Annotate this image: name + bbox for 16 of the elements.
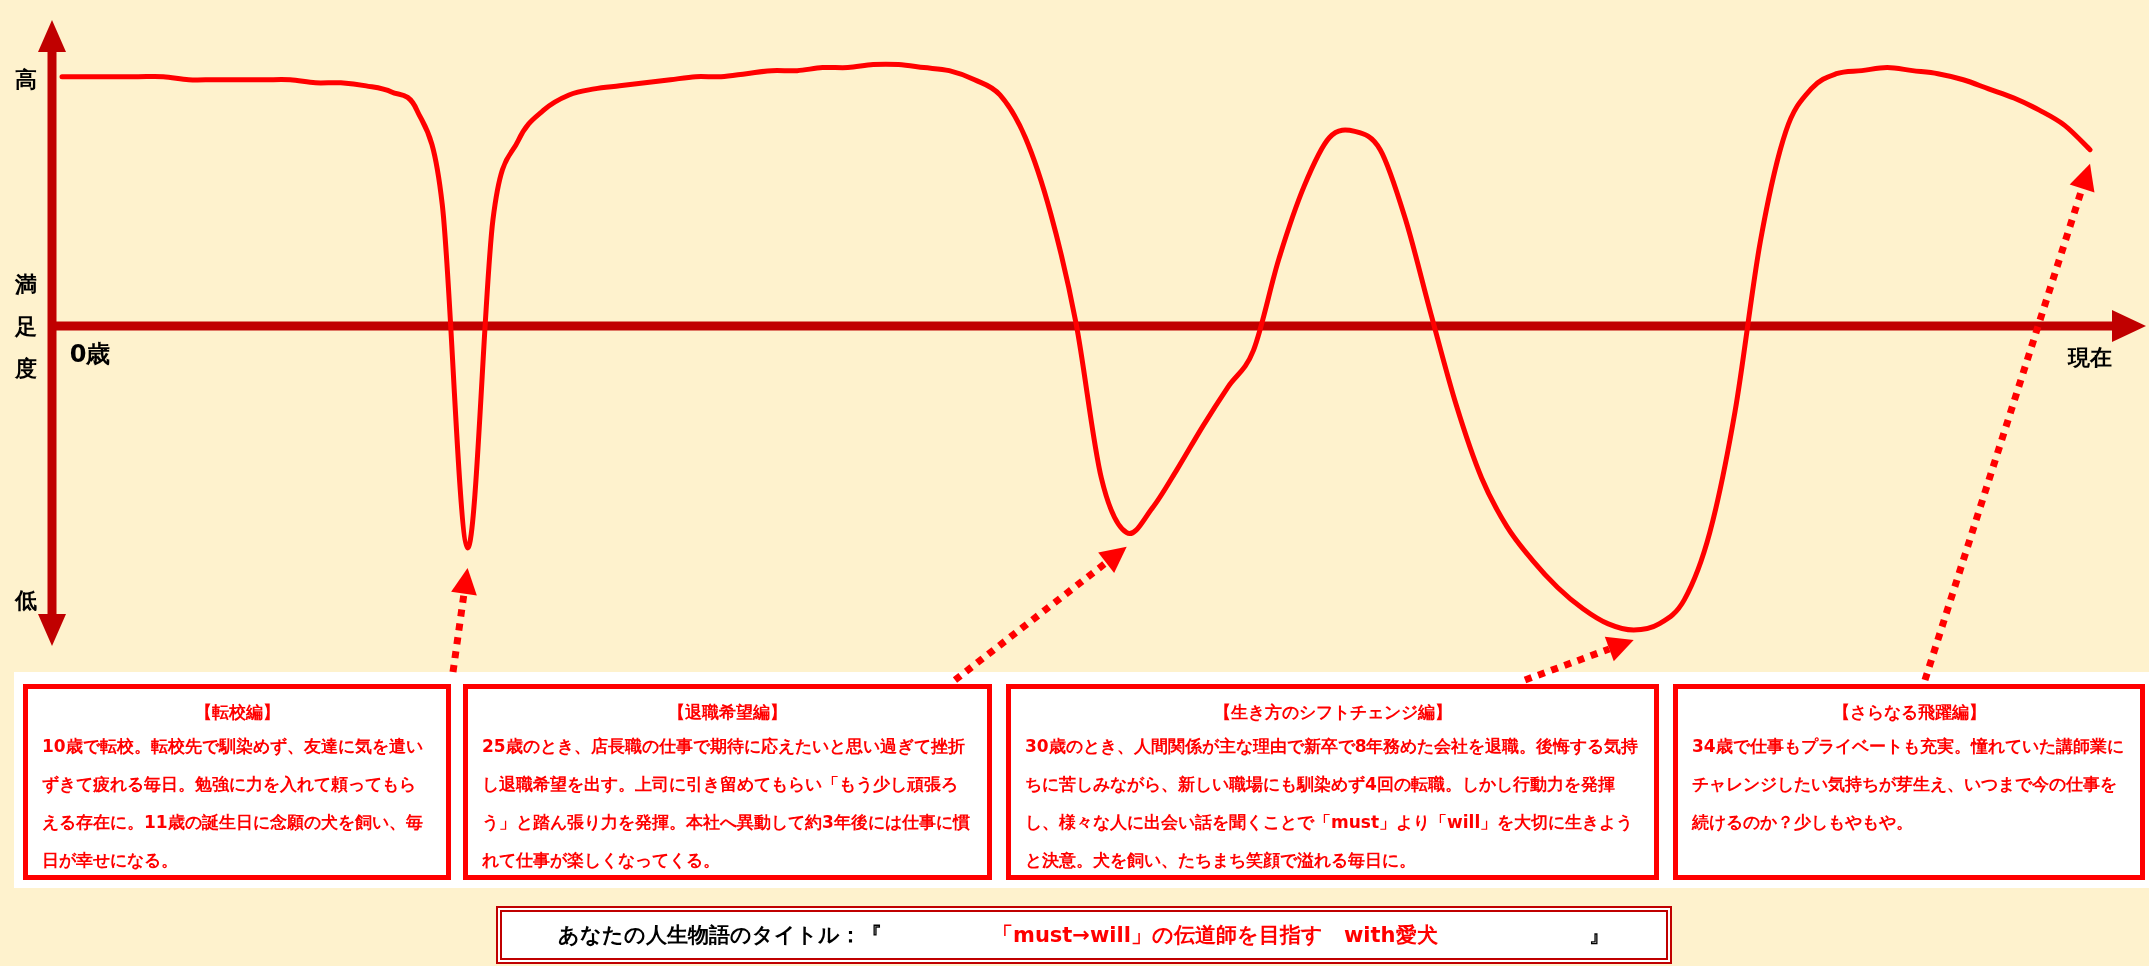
text: 25歳のとき、店長職の仕事で期待に応えたいと思い過ぎて挫折し退職希望を出す。上司に引き留めてもらい「もう少し頑張ろう」と踏ん張り力を発揮。本社へ異動して約3年後には仕事に慣れて仕事が楽しくなってくる。 [482, 735, 971, 872]
text: 高 [15, 67, 37, 92]
text: 』 [1589, 922, 1610, 949]
text: 【転校編】 [193, 701, 281, 724]
text: 34歳で仕事もプライベートも充実。憧れていた講師業にチャレンジしたい気持ちが芽生え、いつまで今の仕事を続けるのか？少しもやもや。 [1692, 735, 2125, 834]
text: 【さらなる飛躍編】 [1831, 701, 1987, 724]
annotation: 0歳 [69, 340, 111, 368]
text: 【生き方のシフトチェンジ編】 [1212, 701, 1453, 724]
text: 【退職希望編】 [667, 701, 788, 724]
annotation: 現在 [2067, 345, 2112, 370]
text: 10歳で転校。転校先で馴染めず、友達に気を遣いずきて疲れる毎日。勉強に力を入れて頼ってもらえる存在に。11歳の誕生日に念願の犬を飼い、毎日が幸せになる。 [42, 735, 424, 872]
text: 30歳のとき、人間関係が主な理由で新卒で8年務めた会社を退職。後悔する気持ちに苦しみながら、新しい職場にも馴染めず4回の転職。しかし行動力を発揮し、様々な人に出会い話を聞くことで「must」より「will」を大切に生きようと決意。犬を飼い、たちまち笑顔で溢れる毎日に。 [1025, 735, 1640, 872]
y-axis-title: 満足度 [14, 272, 37, 381]
text: 低 [14, 588, 37, 613]
text: あなたの人生物語のタイトル：『 [558, 922, 882, 949]
text: 「must→will」の伝道師を目指す with愛犬 [992, 922, 1438, 949]
